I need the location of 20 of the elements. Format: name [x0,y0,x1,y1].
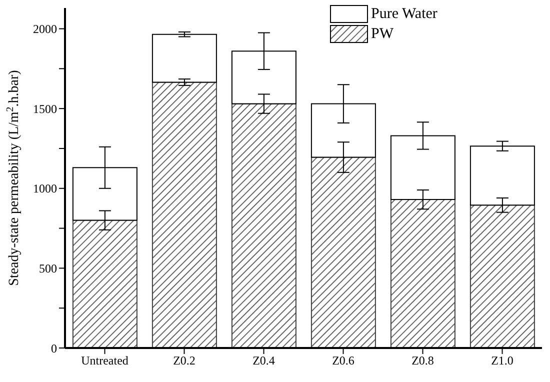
y-tick-label: 2000 [33,22,57,36]
y-tick-label: 1000 [33,182,57,196]
bar [310,156,376,348]
bar [152,34,217,83]
x-tick-label: Z0.2 [173,354,196,368]
x-tick-label: Untreated [81,354,128,368]
bar [390,199,456,348]
bar [152,82,217,348]
x-tick-label: Z0.8 [412,354,434,368]
bar [231,103,296,348]
legend-label: Pure Water [371,6,438,22]
bar [470,204,535,348]
y-tick-label: 0 [51,341,57,356]
legend-label: PW [371,26,394,42]
bar [72,220,138,348]
y-tick-label: 1500 [33,102,57,116]
x-tick-label: Z0.4 [252,354,275,368]
y-tick-label: 500 [39,261,57,276]
x-tick-label: Z1.0 [491,354,514,368]
x-tick-label: Z0.6 [332,354,354,368]
